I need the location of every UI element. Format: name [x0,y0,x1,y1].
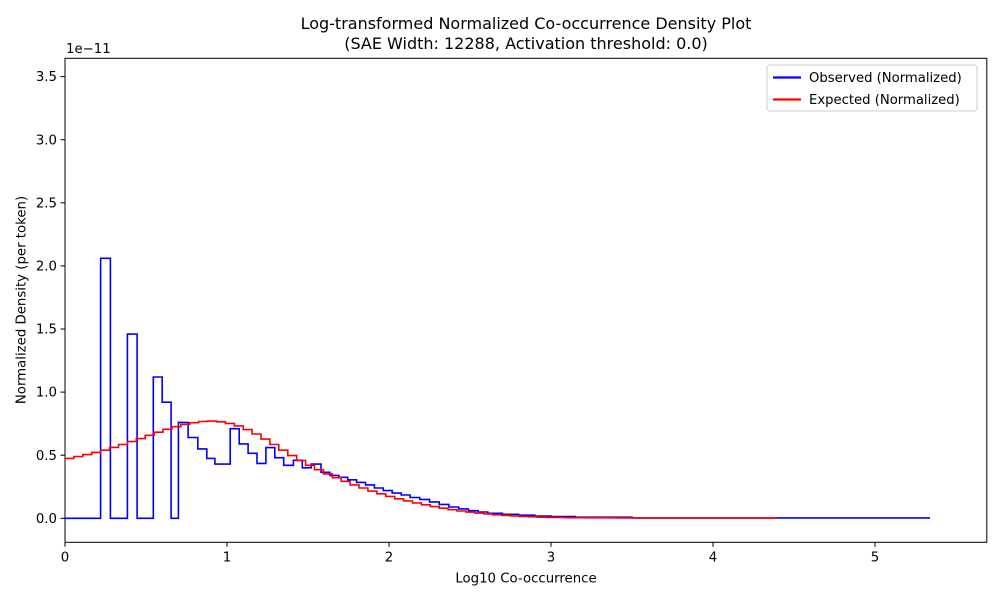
y-tick-label: 3.5 [36,70,57,85]
y-tick-label: 3.0 [36,133,57,148]
x-tick-label: 4 [709,550,717,565]
y-axis-label: Normalized Density (per token) [15,196,30,404]
legend-frame [766,64,978,112]
x-tick-label: 0 [61,550,69,565]
x-tick-label: 5 [871,550,879,565]
x-axis-ticks: 0 1 2 3 4 5 [61,542,879,565]
y-tick-label: 0.5 [36,449,57,464]
chart-subtitle: (SAE Width: 12288, Activation threshold:… [344,34,708,53]
x-tick-label: 1 [223,550,231,565]
x-tick-label: 2 [385,550,393,565]
series-lines [65,257,931,520]
observed-legend-label: Observed (Normalized) [809,71,962,86]
chart-title: Log-transformed Normalized Co-occurrence… [301,14,752,33]
x-axis-label: Log10 Co-occurrence [455,572,596,587]
x-tick-label: 3 [547,550,555,565]
legend: Observed (Normalized) Expected (Normaliz… [766,64,978,112]
y-axis-ticks: 0.0 0.5 1.0 1.5 2.0 2.5 3.0 3.5 [36,70,65,527]
y-axis-offset-label: 1e−11 [66,42,111,57]
expected-series-line [65,420,778,519]
expected-legend-label: Expected (Normalized) [809,93,960,108]
y-tick-label: 1.5 [36,323,57,338]
observed-series-line [65,257,931,520]
y-tick-label: 0.0 [36,512,57,527]
plot-area [64,57,988,543]
y-tick-label: 2.0 [36,260,57,275]
y-tick-label: 1.0 [36,386,57,401]
y-tick-label: 2.5 [36,196,57,211]
